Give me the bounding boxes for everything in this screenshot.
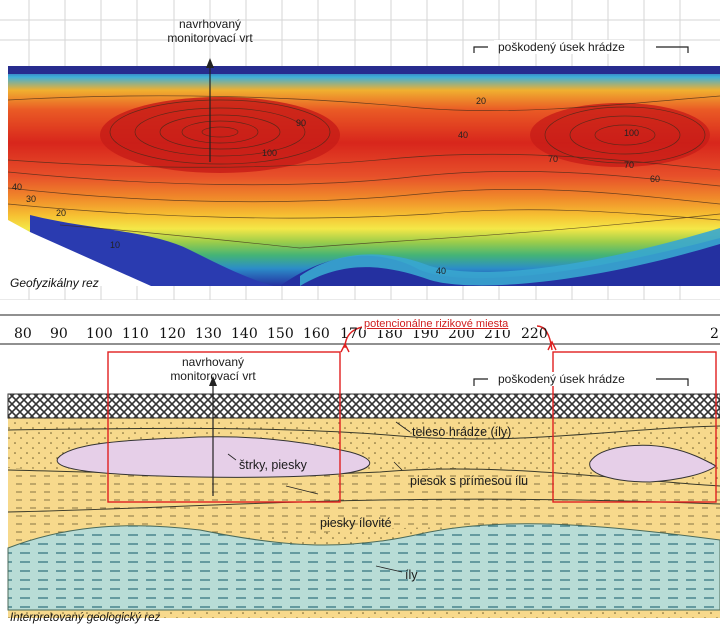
- top-well-label: navrhovaný monitorovací vrt: [160, 17, 260, 45]
- risk-markers: [107, 325, 717, 503]
- layer-label-clays: íly: [405, 568, 418, 582]
- resistivity-section: [8, 66, 720, 286]
- contour-label: 20: [476, 96, 487, 106]
- scale-tick-label: 160: [303, 326, 330, 342]
- scale-bar: [0, 300, 720, 346]
- layer-label-dam-body: teleso hrádze (íly): [412, 425, 512, 439]
- scale-tick-label: 100: [86, 326, 113, 342]
- scale-tick-label: 190: [412, 326, 439, 342]
- contour-label: 90: [296, 118, 307, 128]
- scale-tick-label: 210: [484, 326, 511, 342]
- scale-tick-label: 90: [50, 326, 68, 342]
- contour-label: 30: [26, 194, 37, 204]
- bottom-damaged-label: poškodený úsek hrádze: [494, 372, 629, 386]
- risk-box-right: [552, 351, 717, 503]
- scale-tick-label: 150: [267, 326, 294, 342]
- scale-tick-label: 2: [710, 326, 719, 342]
- scale-tick-label: 180: [376, 326, 403, 342]
- contour-label: 40: [436, 266, 447, 276]
- top-panel-title: Geofyzikálny rez: [10, 276, 99, 290]
- bottom-damaged-dimension: [473, 378, 689, 386]
- top-well-label-line2: monitorovací vrt: [167, 31, 253, 45]
- bottom-well-label: navrhovaný monitorovací vrt: [163, 355, 263, 383]
- contour-label: 10: [110, 240, 121, 250]
- scale-tick-label: 80: [14, 326, 32, 342]
- contour-label: 70: [548, 154, 559, 164]
- contour-label: 40: [458, 130, 469, 140]
- scale-tick-label: 220: [521, 326, 548, 342]
- bottom-panel-title: Interpretovaný geologický rez: [10, 612, 161, 624]
- scale-tick-label: 130: [195, 326, 222, 342]
- scale-tick-label: 110: [122, 326, 149, 342]
- top-damaged-dimension: [473, 46, 689, 53]
- layer-label-gravel: štrky, piesky: [239, 458, 307, 472]
- risk-box-left: [107, 351, 341, 503]
- top-well-label-line1: navrhovaný: [178, 17, 242, 31]
- contour-label: 100: [262, 148, 278, 158]
- contour-label: 70: [624, 160, 635, 170]
- top-damaged-label: poškodený úsek hrádze: [494, 40, 629, 54]
- contour-label: 100: [624, 128, 640, 138]
- bottom-well-label-line1: navrhovaný: [181, 355, 245, 369]
- layer-label-sand-silt: piesok s prímesou ílu: [410, 474, 529, 488]
- contour-label: 60: [650, 174, 661, 184]
- contour-label: 40: [12, 182, 23, 192]
- risk-label: potencionálne rizikové miesta: [362, 318, 511, 330]
- contour-label: 20: [56, 208, 67, 218]
- scale-tick-label: 120: [159, 326, 186, 342]
- scale-tick-label: 170: [340, 326, 367, 342]
- scale-tick-label: 140: [231, 326, 258, 342]
- layer-label-silty-sands: piesky ílovité: [320, 516, 392, 530]
- bottom-well-label-line2: monitorovací vrt: [170, 369, 256, 383]
- top-well-marker: [206, 58, 214, 162]
- scale-tick-label: 200: [448, 326, 475, 342]
- geological-section: [7, 376, 720, 618]
